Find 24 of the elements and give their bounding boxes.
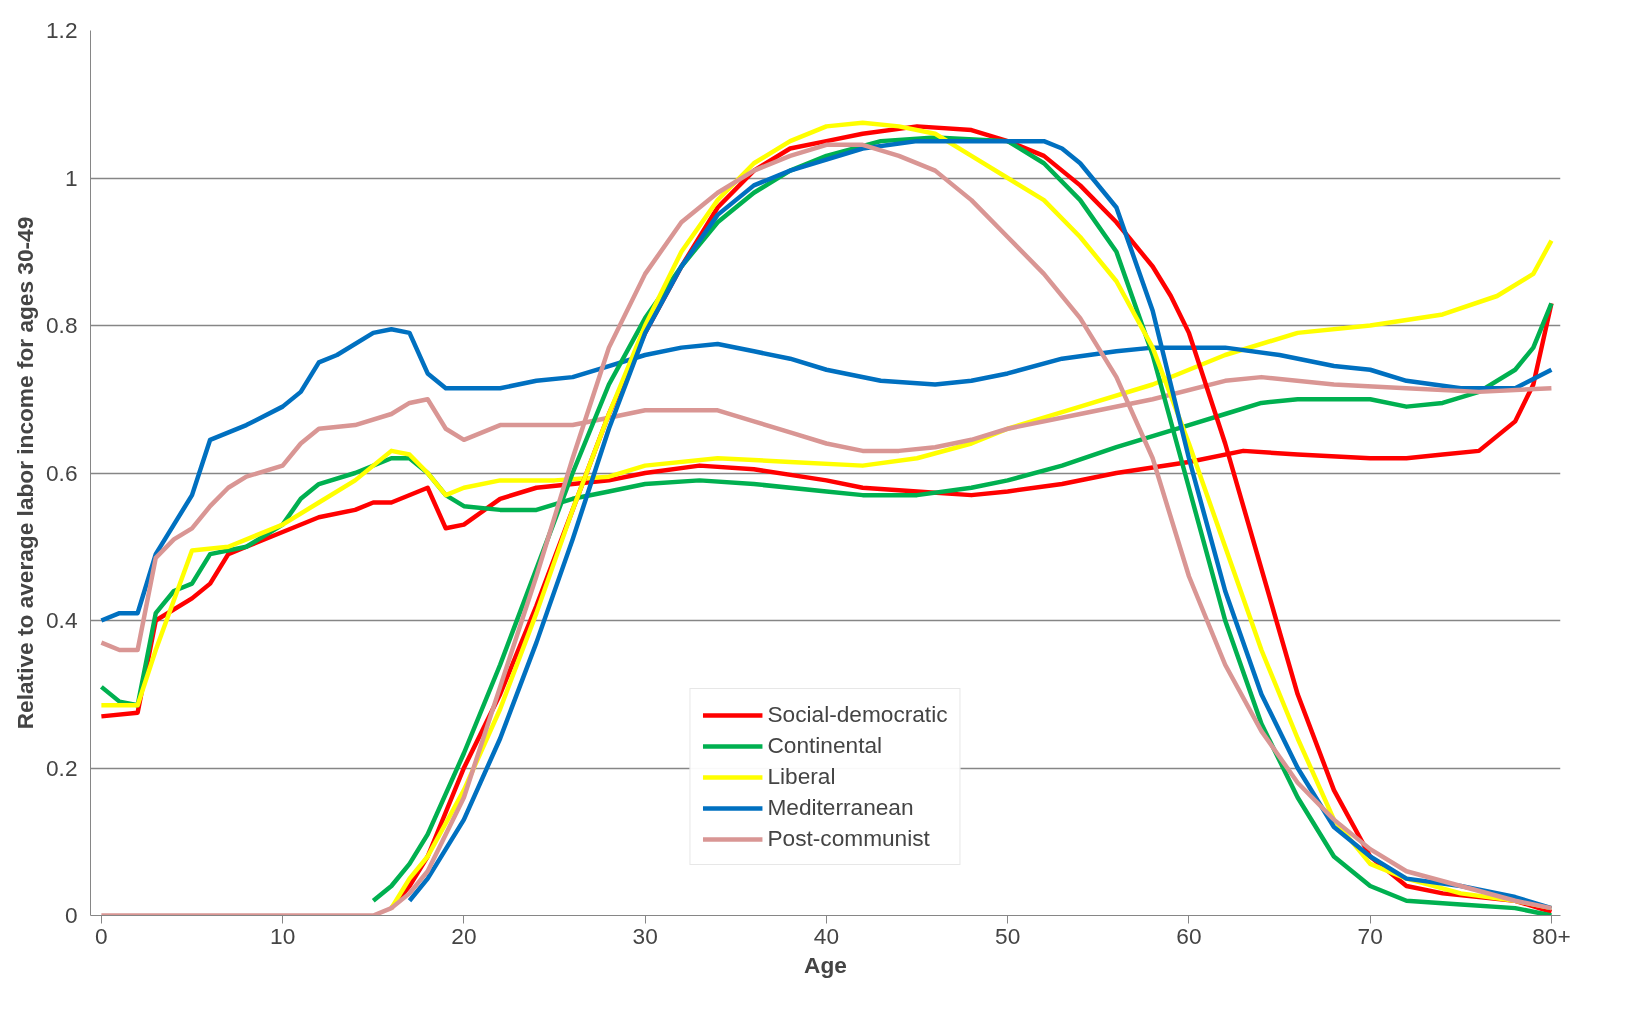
- x-axis-title: Age: [804, 951, 847, 978]
- x-tick-label: 80+: [1532, 922, 1571, 949]
- legend-label: Liberal: [767, 763, 836, 790]
- legend-label: Post-communist: [767, 825, 930, 852]
- y-tick-label: 0.6: [46, 459, 78, 486]
- y-axis-title: Relative to average labor income for ages 30-49: [12, 216, 38, 730]
- legend-label: Continental: [767, 732, 883, 759]
- y-tick-label: 0.4: [46, 607, 78, 633]
- x-tick-label: 70: [1357, 922, 1383, 949]
- y-tick-label: 1.2: [46, 17, 78, 43]
- x-tick-label: 10: [270, 922, 296, 949]
- x-tick-label: 0: [95, 922, 108, 949]
- x-tick-label: 50: [995, 922, 1021, 949]
- x-tick-label: 40: [813, 922, 840, 949]
- y-tick-label: 0.2: [46, 754, 78, 781]
- y-tick-label: 0.8: [46, 312, 78, 338]
- x-tick-label: 60: [1176, 922, 1202, 949]
- line-series: [99, 142, 1554, 916]
- legend-label: Mediterranean: [767, 794, 914, 821]
- y-tick-label: 0: [64, 902, 78, 928]
- x-tick-label: 30: [632, 922, 658, 949]
- x-tick-label: 20: [451, 922, 477, 949]
- legend-label: Social-democratic: [767, 701, 948, 728]
- y-tick-label: 1: [64, 164, 78, 191]
